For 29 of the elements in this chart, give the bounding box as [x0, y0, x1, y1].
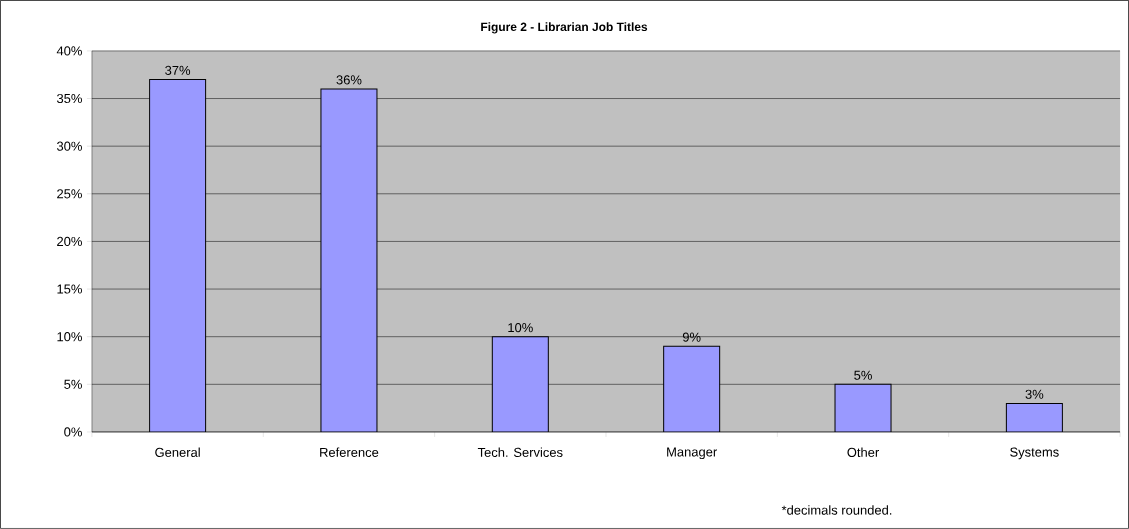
x-tick-label: Tech. Services — [477, 447, 563, 458]
x-tick-label: Other — [847, 447, 879, 458]
bar — [149, 79, 207, 433]
bar — [834, 383, 892, 433]
y-tick-label: 40% — [56, 46, 82, 56]
bar — [663, 345, 721, 433]
y-tick-label: 10% — [57, 332, 82, 342]
data-label: 9% — [682, 332, 701, 342]
y-tick-label: 0% — [64, 427, 82, 437]
data-label: 10% — [508, 323, 533, 333]
x-tick-label: Reference — [320, 447, 379, 458]
y-tick-label: 30% — [56, 141, 82, 151]
y-tick-label: 15% — [57, 284, 82, 294]
y-tick-label: 20% — [57, 236, 82, 247]
bar — [1005, 402, 1063, 433]
bar — [491, 336, 549, 433]
y-tick-label: 25% — [57, 189, 82, 199]
data-label: 3% — [1025, 389, 1044, 399]
text: *decimals rounded. — [781, 505, 892, 515]
bar — [320, 88, 378, 433]
chart-title: Figure 2 - Librarian Job Titles — [481, 22, 648, 34]
x-tick-label: General — [155, 447, 200, 458]
y-tick-label: 35% — [56, 94, 82, 104]
data-label: 36% — [336, 75, 362, 85]
data-label: 37% — [165, 65, 191, 76]
x-tick-label: Manager — [667, 447, 717, 460]
x-tick-label: Systems — [1010, 447, 1059, 460]
y-tick-label: 5% — [64, 379, 82, 389]
data-label: 5% — [854, 370, 872, 380]
